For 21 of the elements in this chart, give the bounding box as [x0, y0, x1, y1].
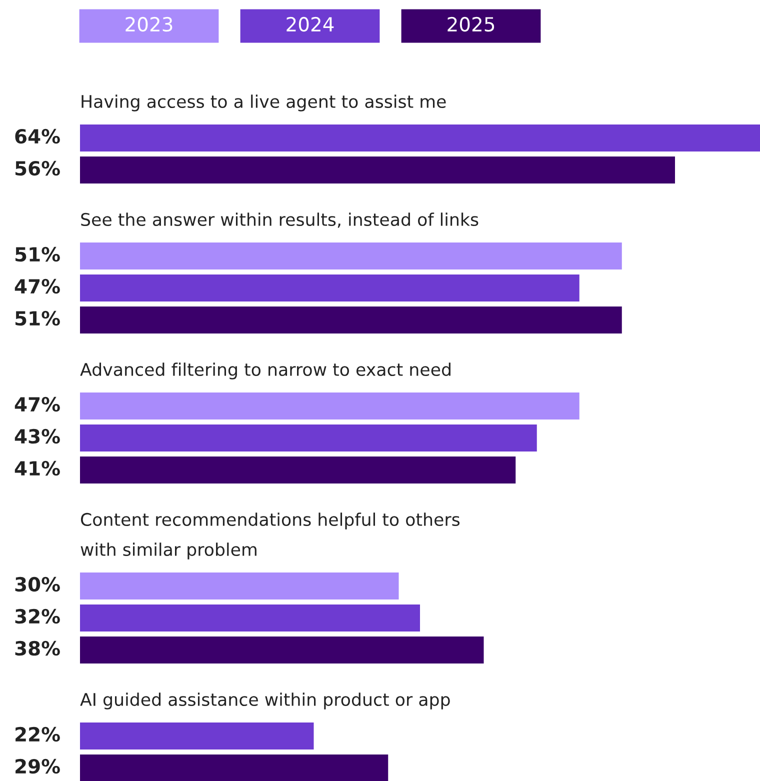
y-tick-label: Content recommendations helpful to others with similar problem [80, 512, 460, 560]
data-label: 43% [14, 428, 60, 444]
data-label: 22% [16, 726, 60, 742]
y-tick-label: AI guided assistance within product or app [80, 692, 450, 710]
data-label: 29% [16, 758, 60, 774]
data-label: 47% [14, 278, 60, 294]
data-label: 47% [14, 396, 60, 412]
data-label: 41% [14, 460, 60, 476]
y-tick-label: See the answer within results, instead of links [81, 212, 478, 228]
data-label: 32% [15, 608, 60, 624]
data-label: 30% [15, 576, 60, 592]
data-label: 51% [16, 310, 60, 326]
data-label: 56% [16, 160, 60, 176]
text: 2025 [448, 16, 494, 32]
y-tick-label: Having access to a live agent to assist me [82, 94, 446, 112]
data-label: 38% [15, 640, 60, 656]
text: 2023 [126, 16, 172, 32]
data-label: 64% [15, 128, 60, 144]
text: 2024 [286, 16, 334, 32]
data-label: 51% [16, 246, 60, 262]
y-tick-label: Advanced filtering to narrow to exact need [80, 362, 450, 380]
